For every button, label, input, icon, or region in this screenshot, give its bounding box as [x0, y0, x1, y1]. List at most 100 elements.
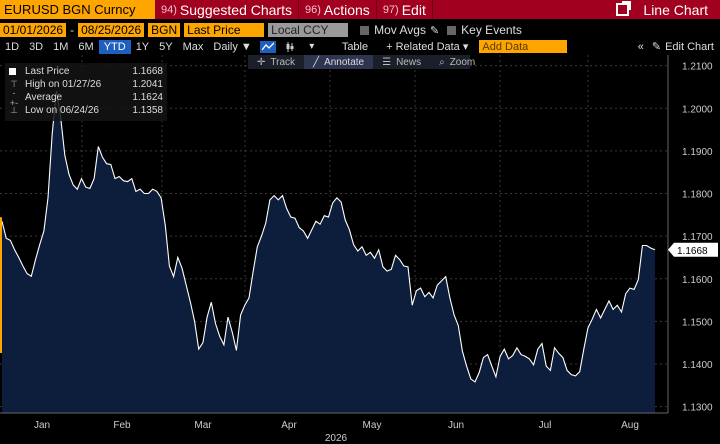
security-field[interactable]: EURUSD BGN Curncy [0, 0, 155, 19]
x-tick-label: Jun [448, 420, 464, 431]
menu-label: Edit [401, 1, 426, 18]
key-events-toggle[interactable]: Key Events [447, 23, 522, 37]
start-date-field[interactable]: 01/01/2026 [0, 23, 67, 37]
menu-number: 94) [161, 3, 177, 16]
edit-menu[interactable]: 97) Edit [377, 0, 433, 19]
edit-chart-button[interactable]: ✎ Edit Chart [652, 40, 714, 54]
magnifier-icon: ⌕ [439, 56, 445, 68]
legend-row-average: -+- Average 1.1624 [9, 88, 163, 108]
y-tick-label: 1.1700 [682, 232, 713, 243]
line-chart-glyph [261, 42, 274, 51]
menu-number: 97) [382, 3, 399, 16]
line-chart-icon[interactable] [259, 40, 276, 53]
square-icon [9, 68, 16, 75]
legend-value: 1.1668 [132, 66, 163, 77]
range-button-ytd[interactable]: YTD [98, 39, 131, 54]
y-tick-label: 1.1500 [682, 317, 713, 328]
period-selector[interactable]: Daily ▼ [213, 40, 252, 53]
annotate-tool[interactable]: ╱ Annotate [304, 55, 374, 69]
candlestick-glyph [286, 41, 294, 52]
candlestick-icon[interactable] [282, 41, 298, 53]
tool-label: Annotate [324, 56, 365, 68]
checkbox-icon [360, 25, 370, 35]
edit-chart-label: Edit Chart [665, 40, 714, 53]
tool-label: News [396, 56, 422, 68]
range-button-5y[interactable]: 5Y [159, 40, 173, 53]
range-button-3d[interactable]: 3D [29, 40, 44, 53]
collapse-icon[interactable]: « [637, 40, 644, 53]
chart-type-button[interactable]: Line Chart [616, 1, 720, 18]
y-tick-label: 1.1800 [682, 190, 713, 201]
related-data-button[interactable]: + Related Data ▾ [381, 40, 473, 54]
chart-options-icon[interactable]: ▾ [309, 41, 315, 52]
last-price-tag [668, 242, 718, 257]
tool-label: Track [270, 56, 296, 68]
range-toolbar: 1D 3D 1M 6M YTD 1Y 5Y Max Daily ▼ ▾ Table + Rel… [0, 39, 720, 54]
x-tick-label: Mar [194, 420, 212, 431]
x-tick-label: Aug [621, 420, 639, 431]
menu-label: Suggested Charts [179, 1, 292, 18]
mov-avgs-toggle[interactable]: Mov Avgs ✎ [360, 23, 439, 37]
legend-label: High on 01/27/26 [25, 79, 102, 90]
chart-tool-strip: ✛ Track ╱ Annotate ☰ News ⌕ Zoom [248, 55, 475, 69]
last-price-label: 1.1668 [677, 246, 708, 257]
range-button-6m[interactable]: 6M [78, 40, 94, 53]
plus-icon: + [386, 40, 396, 53]
end-date-field[interactable]: 08/25/2026 [78, 23, 145, 37]
zoom-tool[interactable]: ⌕ Zoom [430, 55, 484, 69]
field-selector[interactable]: Last Price [184, 23, 265, 37]
suggested-charts-menu[interactable]: 94) Suggested Charts [155, 0, 299, 19]
high-marker-icon: ⊤ [10, 79, 18, 89]
parameters-row: 01/01/2026 - 08/25/2026 BGN Last Price L… [0, 22, 720, 38]
legend-label: Average [25, 92, 63, 103]
source-field[interactable]: BGN [148, 23, 181, 37]
legend-row-low: ⊥ Low on 06/24/26 1.1358 [9, 104, 163, 117]
actions-menu[interactable]: 96) Actions [299, 0, 377, 19]
y-tick-label: 1.1400 [682, 360, 713, 371]
legend-value: 1.1358 [132, 105, 163, 116]
x-tick-label: Jan [34, 420, 50, 431]
currency-selector[interactable]: Local CCY [268, 23, 349, 37]
range-button-1y[interactable]: 1Y [135, 40, 150, 53]
legend-row-high: ⊤ High on 01/27/26 1.2041 [9, 78, 163, 91]
range-button-1d[interactable]: 1D [5, 40, 20, 53]
menu-number: 96) [304, 3, 321, 16]
key-events-label: Key Events [461, 23, 522, 37]
related-data-label: Related Data [395, 40, 460, 53]
crosshair-icon: ✛ [257, 56, 266, 68]
x-tick-label: Jul [539, 420, 552, 431]
y-tick-label: 1.1600 [682, 275, 713, 286]
mov-avgs-label: Mov Avgs [374, 23, 426, 37]
legend-label: Last Price [25, 66, 70, 77]
track-tool[interactable]: ✛ Track [248, 55, 304, 69]
chart-type-label: Line Chart [643, 1, 708, 18]
y-tick-label: 1.1900 [682, 147, 713, 158]
low-marker-icon: ⊥ [10, 105, 18, 115]
legend-row-last: Last Price 1.1668 [9, 65, 163, 78]
legend-value: 1.1624 [132, 92, 163, 103]
menu-label: Actions [323, 1, 370, 18]
news-tool[interactable]: ☰ News [373, 55, 430, 69]
chart-legend: Last Price 1.1668 ⊤ High on 01/27/26 1.20… [5, 63, 167, 121]
range-button-1m[interactable]: 1M [53, 40, 69, 53]
x-tick-label: May [363, 420, 382, 431]
x-tick-label: Feb [113, 420, 131, 431]
legend-label: Low on 06/24/26 [25, 105, 99, 116]
tool-label: Zoom [449, 56, 476, 68]
range-button-max[interactable]: Max [182, 40, 204, 53]
y-tick-label: 1.1300 [682, 403, 713, 414]
currency-label: Local CCY [271, 23, 329, 37]
x-tick-label: Apr [281, 420, 297, 431]
period-label: Daily [213, 40, 238, 53]
table-button[interactable]: Table [337, 40, 373, 54]
range-buttons: 1D 3D 1M 6M YTD 1Y 5Y Max [0, 39, 208, 54]
external-link-icon [616, 1, 632, 16]
series-line [1, 90, 656, 383]
top-menu-bar: EURUSD BGN Curncy 94) Suggested Charts 9… [0, 0, 720, 19]
date-separator: - [70, 23, 75, 37]
add-data-input[interactable]: Add Data [479, 40, 568, 53]
news-icon: ☰ [382, 56, 392, 68]
chevron-down-icon: ▾ [459, 41, 469, 53]
x-axis-label: 2026 [325, 433, 348, 444]
pencil-icon[interactable]: ✎ [429, 24, 440, 37]
